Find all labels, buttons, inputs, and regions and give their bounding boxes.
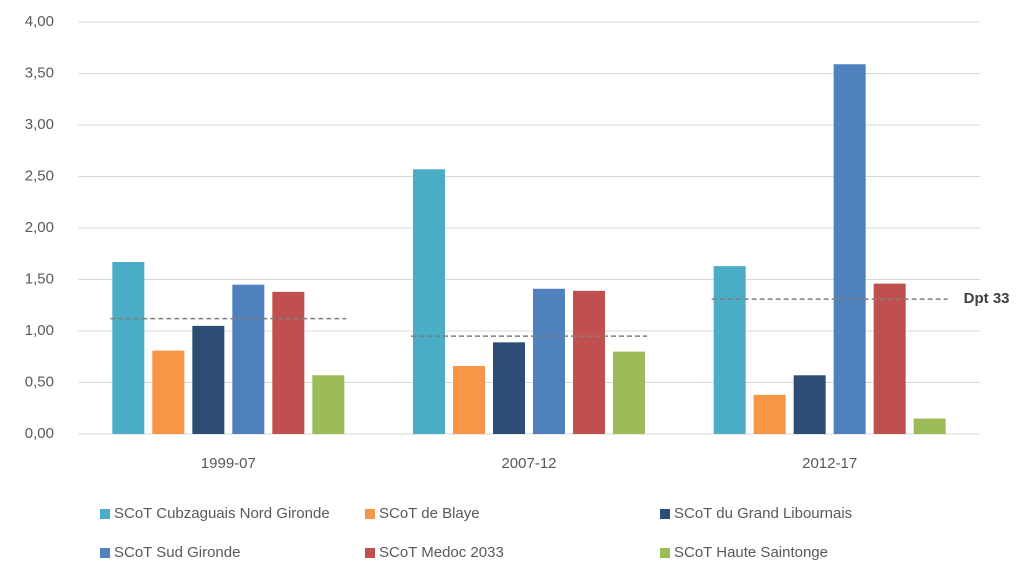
legend-label: SCoT du Grand Libournais xyxy=(674,505,852,522)
legend-swatch xyxy=(660,509,670,519)
y-tick-label: 2,50 xyxy=(25,167,54,184)
bar xyxy=(192,325,225,434)
bar xyxy=(913,418,946,434)
legend-label: SCoT Medoc 2033 xyxy=(379,544,504,561)
bar xyxy=(753,394,786,434)
legend-swatch xyxy=(365,548,375,558)
bar xyxy=(152,350,185,434)
y-tick-label: 0,00 xyxy=(25,425,54,442)
y-tick-label: 2,00 xyxy=(25,219,54,236)
legend-swatch xyxy=(660,548,670,558)
bar xyxy=(413,169,445,435)
legend-swatch xyxy=(100,548,110,558)
x-tick-label: 2012-17 xyxy=(802,455,857,472)
legend-label: SCoT de Blaye xyxy=(379,505,480,522)
reference-label: Dpt 33 xyxy=(964,290,1010,307)
legend-swatch xyxy=(365,509,375,519)
bar xyxy=(613,351,645,434)
bar xyxy=(713,266,746,434)
bar xyxy=(833,64,866,434)
legend-label: SCoT Sud Gironde xyxy=(114,544,240,561)
bar xyxy=(873,283,906,434)
bar xyxy=(312,375,345,434)
x-tick-label: 1999-07 xyxy=(201,455,256,472)
y-tick-label: 3,50 xyxy=(25,64,54,81)
y-tick-label: 0,50 xyxy=(25,373,54,390)
legend-label: SCoT Cubzaguais Nord Gironde xyxy=(114,505,330,522)
x-tick-label: 2007-12 xyxy=(501,455,556,472)
bar xyxy=(493,342,525,434)
bar xyxy=(533,288,565,434)
bar xyxy=(112,261,145,434)
legend-swatch xyxy=(100,509,110,519)
bar xyxy=(232,284,265,434)
y-tick-label: 3,00 xyxy=(25,116,54,133)
bar xyxy=(453,366,485,434)
y-tick-label: 4,00 xyxy=(25,13,54,30)
y-tick-label: 1,50 xyxy=(25,270,54,287)
bar xyxy=(793,375,826,434)
bar xyxy=(573,290,605,434)
y-tick-label: 1,00 xyxy=(25,322,54,339)
legend-label: SCoT Haute Saintonge xyxy=(674,544,828,561)
bar xyxy=(272,291,305,434)
